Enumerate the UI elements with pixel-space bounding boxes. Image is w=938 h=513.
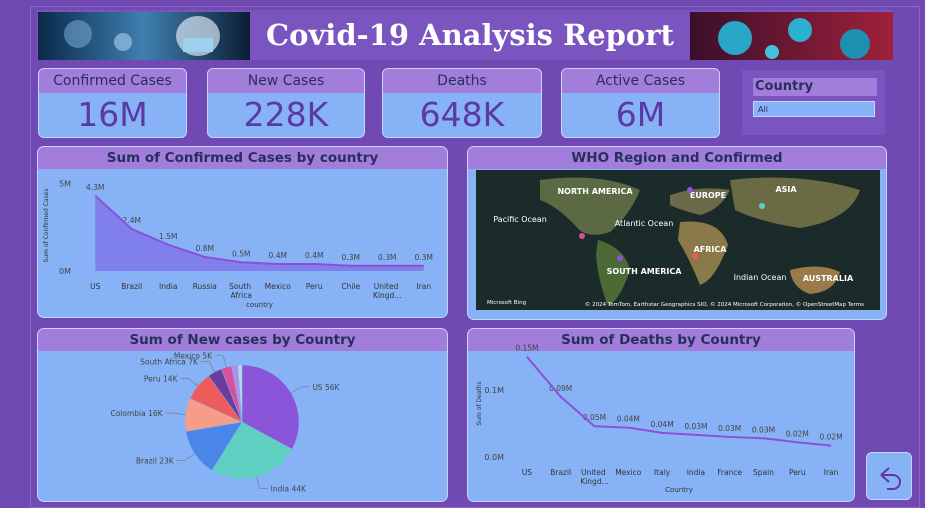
chart-title: Sum of Deaths by Country bbox=[468, 329, 854, 351]
kpi-card: Confirmed Cases 16M bbox=[38, 68, 187, 138]
kpi-card: Active Cases 6M bbox=[561, 68, 720, 138]
slicer: Country All bbox=[742, 70, 885, 135]
kpi-label: Active Cases bbox=[562, 69, 719, 93]
kpi-label: New Cases bbox=[208, 69, 364, 93]
kpi-value: 228K bbox=[243, 95, 329, 134]
kpi-value: 16M bbox=[77, 95, 148, 134]
slicer-label: Country bbox=[753, 78, 877, 96]
map-title: WHO Region and Confirmed bbox=[468, 147, 886, 169]
header-image-right bbox=[690, 12, 893, 60]
kpi-card: Deaths 648K bbox=[382, 68, 542, 138]
back-icon bbox=[880, 467, 901, 490]
header-image-left bbox=[38, 12, 250, 60]
chart-panel: Sum of Confirmed Cases by country bbox=[37, 146, 448, 318]
kpi-value: 6M bbox=[615, 95, 666, 134]
map-panel: WHO Region and Confirmed bbox=[467, 146, 887, 320]
kpi-card: New Cases 228K bbox=[207, 68, 365, 138]
slicer-dropdown[interactable]: All bbox=[753, 101, 875, 117]
frame bbox=[30, 6, 920, 508]
chart-title: Sum of Confirmed Cases by country bbox=[38, 147, 447, 169]
kpi-label: Deaths bbox=[383, 69, 541, 93]
kpi-value: 648K bbox=[419, 95, 505, 134]
back-button[interactable] bbox=[866, 452, 912, 500]
report-title: Covid-19 Analysis Report bbox=[266, 18, 674, 52]
chart-title: Sum of New cases by Country bbox=[38, 329, 447, 351]
kpi-label: Confirmed Cases bbox=[39, 69, 186, 93]
chart-panel: Sum of Deaths by Country bbox=[467, 328, 855, 502]
chart-panel: Sum of New cases by Country bbox=[37, 328, 448, 502]
